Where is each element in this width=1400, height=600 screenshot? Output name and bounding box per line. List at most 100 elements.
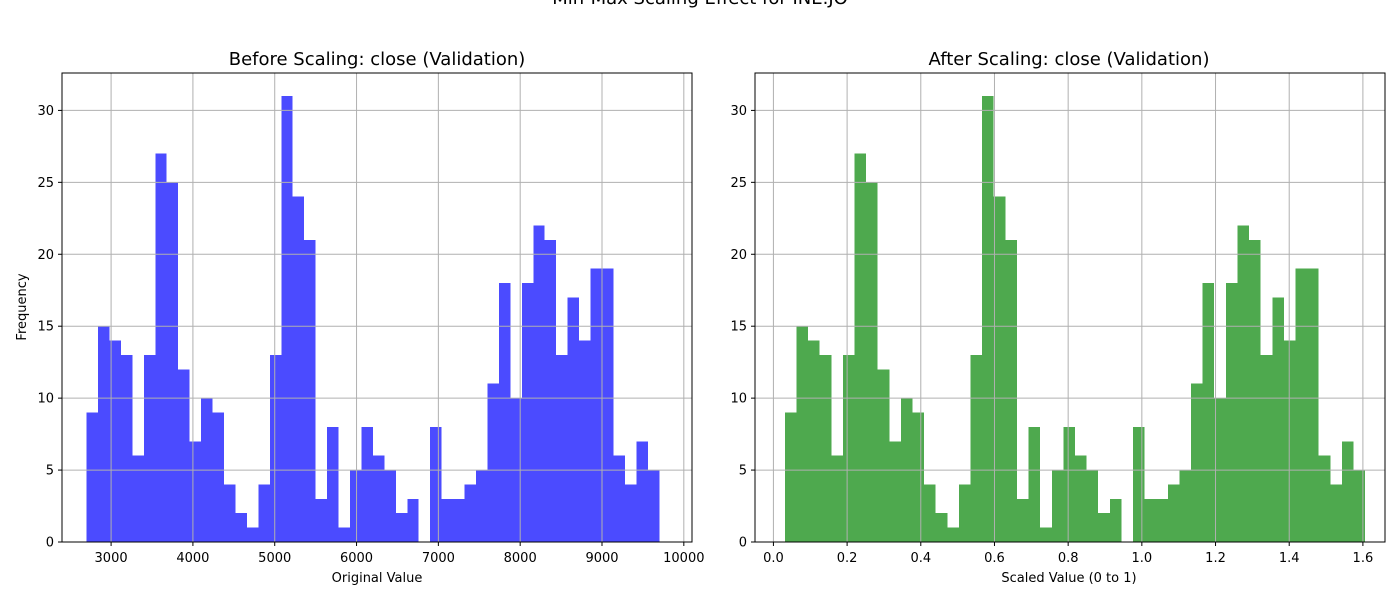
before-histogram-bar [521,283,534,542]
after-y-tick-label: 0 [739,536,747,551]
after-histogram-bar [819,354,832,542]
after-histogram-bar [1016,498,1029,542]
after-histogram-bar [935,513,948,542]
after-bars [784,96,1366,543]
after-x-axis-label: Scaled Value (0 to 1) [1001,571,1136,586]
after-histogram-bar [1133,426,1145,542]
after-histogram-bar [912,412,925,542]
before-histogram-bar [281,96,293,542]
after-histogram-bar [1144,498,1157,542]
after-histogram-bar [808,340,820,542]
after-histogram-bar [854,153,867,542]
after-histogram-bar [1237,225,1250,542]
before-histogram-bar [407,498,419,542]
after-x-tick-label: 1.2 [1205,551,1226,566]
before-histogram-bar [361,426,373,542]
after-x-tick-label: 0.4 [910,551,931,566]
after-histogram-bar [1040,527,1052,542]
after-histogram-bar [947,527,959,542]
after-histogram-bar [1191,383,1203,542]
after-histogram-bar [831,455,843,542]
after-histogram-bar [877,369,890,542]
before-y-tick-label: 20 [37,248,54,263]
after-histogram-bar [1028,426,1041,542]
after-histogram-bar [1295,268,1308,542]
after-histogram-bar [958,484,971,542]
before-histogram-bar [155,153,167,542]
figure-title: Min-Max Scaling Effect for INE.JO [552,0,848,9]
before-y-axis-label: Frequency [15,273,30,340]
after-y-tick-label: 30 [730,104,747,119]
before-histogram-bar [98,326,110,542]
after-histogram-bar [924,484,936,542]
after-x-tick-label: 1.4 [1279,551,1300,566]
before-histogram-bar [556,354,568,542]
after-histogram-bar [889,441,901,542]
after-histogram-bar [1098,513,1110,542]
before-scaling-panel: Before Scaling: close (Validation) Origi… [15,49,704,586]
after-histogram-bar [1063,426,1075,542]
before-histogram-bar [269,354,282,542]
before-histogram-bar [544,239,557,543]
before-x-tick-label: 8000 [504,551,537,566]
before-histogram-bar [166,182,179,543]
before-histogram-bar [624,484,637,542]
after-histogram-bar [796,326,809,542]
after-x-tick-label: 1.6 [1353,551,1374,566]
after-scaling-panel: After Scaling: close (Validation) Scaled… [730,49,1386,586]
after-x-tick-label: 0.8 [1058,551,1079,566]
after-histogram-bar [1225,283,1238,542]
before-x-tick-label: 4000 [176,551,209,566]
before-histogram-bar [258,484,270,542]
after-y-tick-label: 5 [739,464,747,479]
before-histogram-bar [590,268,602,542]
after-histogram-bar [970,354,983,542]
after-histogram-bar [1109,498,1122,542]
before-histogram-bar [178,369,190,542]
before-histogram-bar [476,470,488,542]
before-bars [86,96,660,543]
after-histogram-bar [1086,470,1099,542]
before-histogram-bar [120,354,133,542]
before-plot-frame [61,72,693,543]
before-y-tick-label: 30 [37,104,54,119]
after-histogram-bar [784,412,797,542]
before-y-tick-label: 10 [37,392,54,407]
before-histogram-bar [464,484,476,542]
before-y-tick-label: 15 [37,320,54,335]
after-histogram-bar [1179,470,1192,542]
before-histogram-bar [109,340,121,542]
before-histogram-bar [613,455,625,542]
after-plot-frame [754,72,1386,543]
before-histogram-bar [602,268,614,542]
before-y-tick-label: 25 [37,176,54,191]
before-histogram-bar [372,455,385,542]
after-histogram-bar [1249,239,1261,543]
after-x-tick-label: 1.0 [1131,551,1152,566]
before-histogram-bar [567,297,580,542]
before-histogram-bar [235,513,247,542]
before-histogram-bar [86,412,98,542]
after-y-tick-label: 25 [730,176,747,191]
before-x-axis-label: Original Value [332,571,423,586]
after-histogram-bar [1341,441,1354,542]
before-chart-title: Before Scaling: close (Validation) [229,49,526,70]
before-y-tick-label: 0 [46,536,54,551]
after-x-tick-label: 0.2 [837,551,858,566]
after-histogram-bar [1307,268,1319,542]
after-histogram-bar [1353,470,1366,542]
before-grid [62,73,692,543]
after-histogram-bar [1051,470,1064,542]
before-histogram-bar [132,455,144,542]
after-y-tick-label: 10 [730,392,747,407]
before-histogram-bar [647,470,660,542]
before-x-tick-label: 6000 [340,551,373,566]
after-histogram-bar [866,182,878,543]
after-histogram-bar [982,96,994,542]
after-histogram-bar [1260,354,1273,542]
after-x-tick-label: 0.6 [984,551,1005,566]
before-histogram-bar [292,196,305,542]
after-histogram-bar [1074,455,1087,542]
before-histogram-bar [430,426,442,542]
